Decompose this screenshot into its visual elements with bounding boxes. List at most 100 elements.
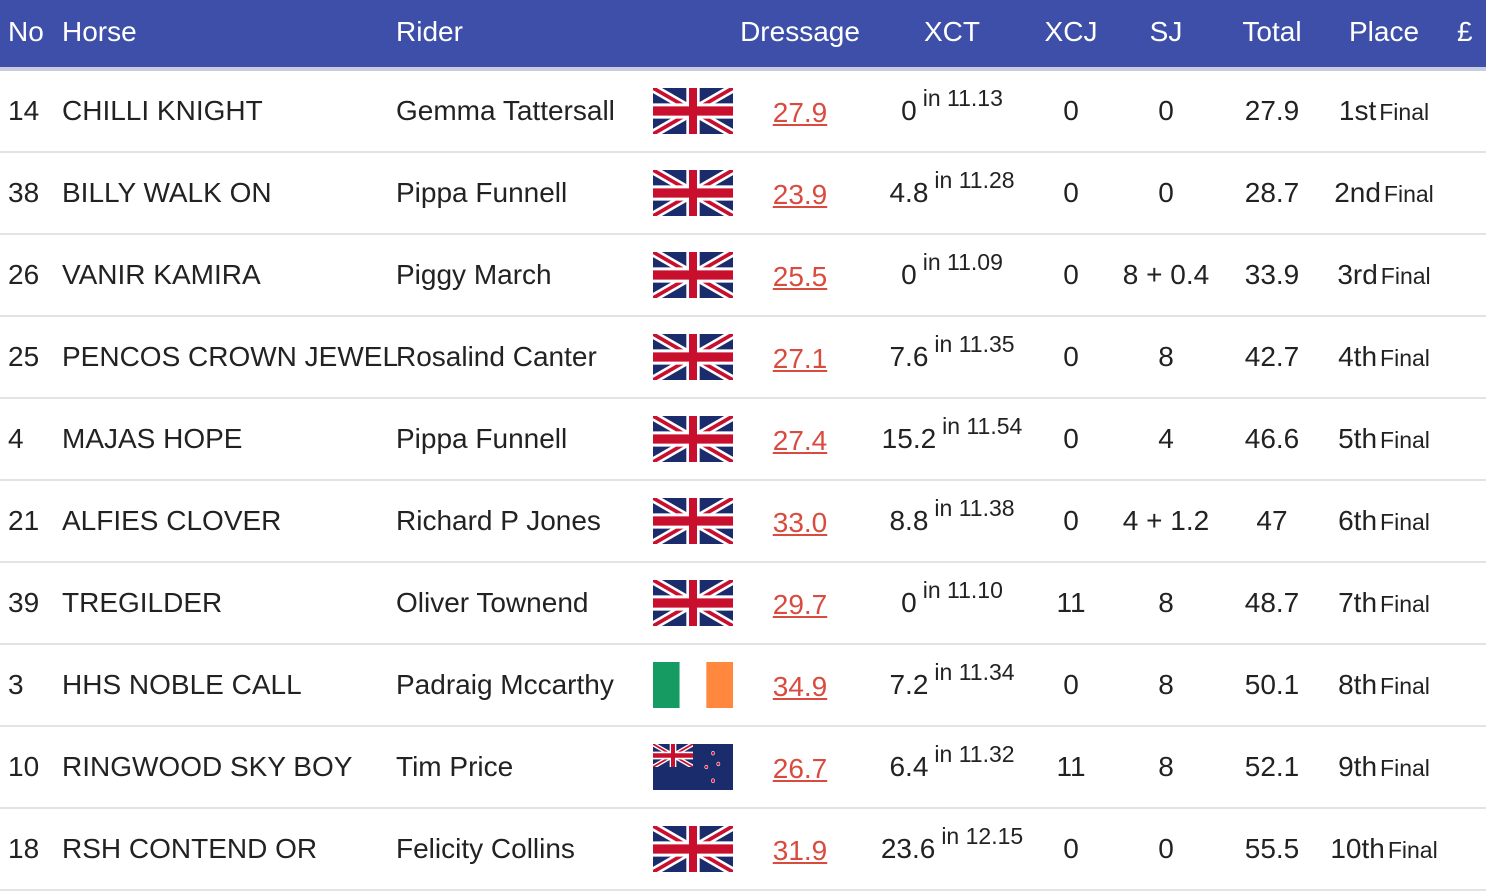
entry-number: 3 [8,669,24,700]
table-header: No Horse Rider Dressage XCT XCJ SJ Total… [0,0,1486,71]
place: 4th Final [1338,341,1430,373]
place-rank: 6th [1338,505,1378,536]
xcj-score: 0 [1063,95,1079,126]
xct-time: in 11.28 [934,167,1015,193]
sj-score: 4 + 1.2 [1122,505,1210,536]
xcj-score: 0 [1063,259,1079,290]
place-note: Final [1379,99,1430,125]
xct-time: in 11.34 [934,659,1015,685]
place-note: Final [1380,345,1430,371]
xcj-score: 0 [1063,669,1079,700]
total-score: 48.7 [1244,587,1300,618]
sj-score: 8 [1158,341,1174,372]
dressage-score-link[interactable]: 27.9 [772,97,828,128]
sj-score: 8 [1158,587,1174,618]
entry-number: 4 [8,423,24,454]
sj-score: 0 [1158,95,1174,126]
rider-name: Felicity Collins [396,833,575,864]
total-score: 47 [1256,505,1288,536]
xct-time: in 11.35 [934,331,1015,357]
dressage-score-link[interactable]: 26.7 [772,753,828,784]
dressage-score-link[interactable]: 27.1 [772,343,828,374]
place-note: Final [1380,755,1430,781]
xct-time: in 12.15 [941,823,1024,849]
place: 7th Final [1338,587,1430,619]
rider-name: Tim Price [396,751,514,782]
dressage-score-link[interactable]: 27.4 [772,425,828,456]
place-note: Final [1380,591,1430,617]
entry-number: 38 [8,177,40,208]
place-note: Final [1380,263,1431,289]
ie-flag-icon [653,662,733,708]
xcj-score: 11 [1056,751,1086,782]
total-score: 52.1 [1244,751,1300,782]
table-row: 21 ALFIES CLOVER Richard P Jones 33.0 8.8 in … [0,481,1486,563]
dressage-score-link[interactable]: 31.9 [772,835,828,866]
xct-penalty: 8.8 [889,505,929,536]
table-row: 25 PENCOS CROWN JEWEL Rosalind Canter 27.1 7… [0,317,1486,399]
xct-score: 0 in 11.09 [901,249,1003,291]
entry-number: 14 [8,95,40,126]
xcj-score: 0 [1063,341,1079,372]
table-row: 3 HHS NOBLE CALL Padraig Mccarthy 34.9 7.2 in… [0,645,1486,727]
entry-number: 39 [8,587,40,618]
xct-score: 0 in 11.13 [901,85,1003,127]
rider-name: Richard P Jones [396,505,601,536]
xcj-score: 0 [1063,833,1079,864]
place-rank: 3rd [1337,259,1378,290]
xct-penalty: 6.4 [889,751,929,782]
place: 6th Final [1338,505,1430,537]
xct-time: in 11.13 [922,85,1003,111]
xct-penalty: 23.6 [880,833,936,864]
gb-flag-icon [653,170,733,216]
total-score: 55.5 [1244,833,1300,864]
header-xcj: XCJ [1044,16,1098,47]
nz-flag-icon [653,744,733,790]
xcj-score: 0 [1063,423,1079,454]
table-row: 14 CHILLI KNIGHT Gemma Tattersall 27.9 0 in 1… [0,71,1486,153]
place: 8th Final [1338,669,1430,701]
horse-name: MAJAS HOPE [62,423,243,454]
xct-score: 8.8 in 11.38 [889,495,1014,537]
table-row: 4 MAJAS HOPE Pippa Funnell 27.4 15.2 in 11.54… [0,399,1486,481]
header-prize: £ [1457,16,1473,47]
place: 1st Final [1339,95,1429,127]
table-row: 38 BILLY WALK ON Pippa Funnell 23.9 4.8 in 11… [0,153,1486,235]
entry-number: 26 [8,259,40,290]
table-row: 10 RINGWOOD SKY BOY Tim Price 26.7 6.4 in 11.… [0,727,1486,809]
xct-score: 0 in 11.10 [901,577,1003,619]
dressage-score-link[interactable]: 23.9 [772,179,828,210]
dressage-score-link[interactable]: 25.5 [772,261,828,292]
place-rank: 2nd [1334,177,1381,208]
sj-score: 4 [1158,423,1174,454]
place-note: Final [1380,509,1430,535]
total-score: 27.9 [1244,95,1300,126]
horse-name: HHS NOBLE CALL [62,669,302,700]
place-note: Final [1380,427,1430,453]
header-dressage: Dressage [740,16,860,47]
dressage-score-link[interactable]: 29.7 [772,589,828,620]
xct-penalty: 0 [901,587,917,618]
table-row: 39 TREGILDER Oliver Townend 29.7 0 in 11.10 11… [0,563,1486,645]
total-score: 50.1 [1244,669,1300,700]
horse-name: ALFIES CLOVER [62,505,282,536]
dressage-score-link[interactable]: 33.0 [772,507,828,538]
place-rank: 10th [1330,833,1385,864]
xcj-score: 0 [1063,177,1079,208]
dressage-score-link[interactable]: 34.9 [772,671,828,702]
rider-name: Pippa Funnell [396,423,568,454]
place-rank: 8th [1338,669,1378,700]
place: 5th Final [1338,423,1430,455]
sj-score: 8 + 0.4 [1122,259,1210,290]
rider-name: Piggy March [396,259,552,290]
entry-number: 18 [8,833,40,864]
gb-flag-icon [653,334,733,380]
xct-score: 6.4 in 11.32 [889,741,1014,783]
rider-name: Padraig Mccarthy [396,669,614,700]
sj-score: 8 [1158,751,1174,782]
sj-score: 0 [1158,177,1174,208]
gb-flag-icon [653,88,733,134]
place-rank: 5th [1338,423,1378,454]
xcj-score: 0 [1063,505,1079,536]
